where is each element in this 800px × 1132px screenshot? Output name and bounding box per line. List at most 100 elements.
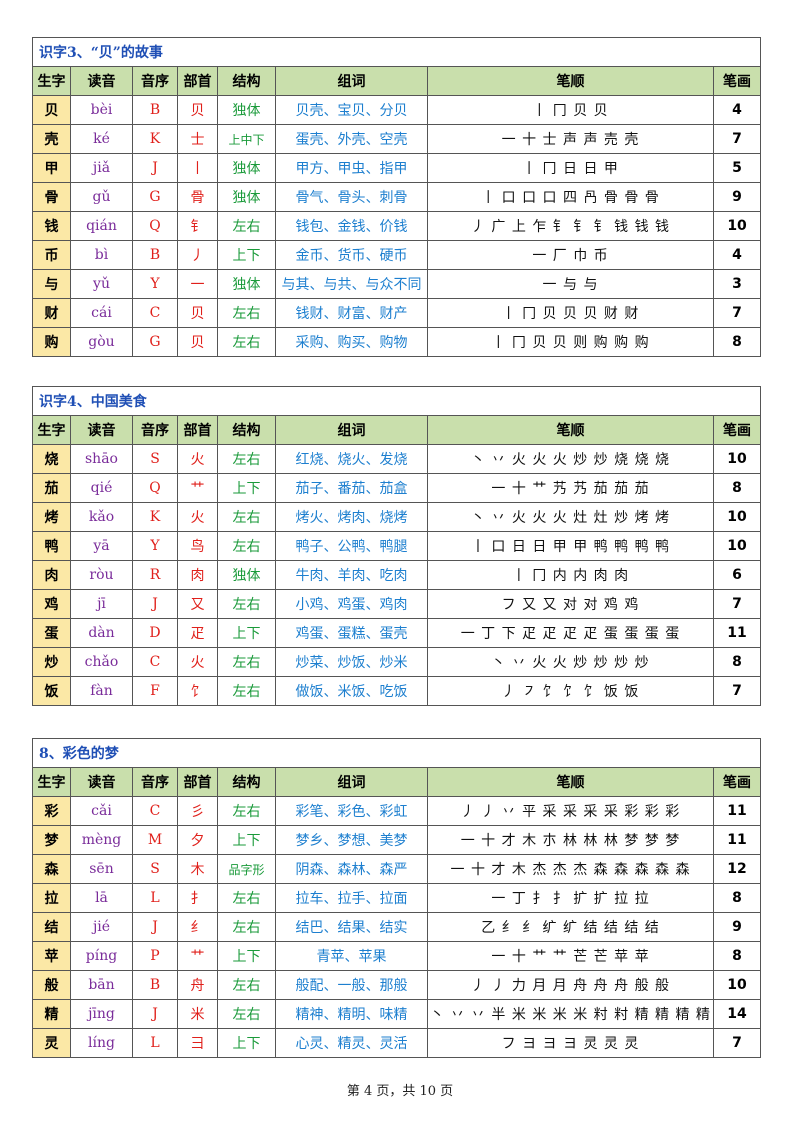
letter-cell: K [132, 502, 178, 532]
letter-cell: G [132, 182, 178, 212]
header-count: 笔画 [712, 66, 762, 96]
table-row: 蛋 dàn D 疋上下 鸡蛋、蛋糕、蛋壳一 丁 下 疋 疋 疋 疋 蛋 蛋 蛋 蛋 11 [32, 618, 761, 648]
radical-cell: 丿 [177, 240, 218, 270]
radical-cell: 肉 [177, 560, 218, 590]
header-char: 生字 [32, 767, 71, 797]
char-cell: 壳 [32, 124, 71, 154]
stroke-count-cell: 11 [713, 618, 761, 648]
header-words: 组词 [275, 415, 428, 445]
structure-cell: 左右 [217, 676, 276, 706]
words-cell: 做饭、米饭、吃饭 [275, 676, 428, 706]
header-row: 生字 读音 音序 部首 结构 组词 笔顺 笔画 [32, 415, 761, 445]
radical-cell: 骨 [177, 182, 218, 212]
char-cell: 鸡 [32, 589, 71, 619]
char-cell: 烤 [32, 502, 71, 532]
words-cell: 烤火、烤肉、烧烤 [275, 502, 428, 532]
words-cell: 红烧、烧火、发烧 [275, 444, 428, 474]
stroke-order-cell: 一 厂 巾 币 [427, 240, 714, 270]
stroke-count-cell: 11 [713, 796, 761, 826]
radical-cell: 木 [177, 854, 218, 884]
words-cell: 与其、与共、与众不同 [275, 269, 428, 299]
header-words: 组词 [275, 66, 428, 96]
pinyin-cell: jiǎ [70, 153, 133, 183]
letter-cell: K [132, 124, 178, 154]
char-cell: 与 [32, 269, 71, 299]
char-cell: 蛋 [32, 618, 71, 648]
radical-cell: 纟 [177, 912, 218, 942]
pinyin-cell: gǔ [70, 182, 133, 212]
char-cell: 彩 [32, 796, 71, 826]
pinyin-cell: dàn [70, 618, 133, 648]
table-row: 森 sēn S 木品字形 阴森、森林、森严一 十 才 木 杰 杰 杰 森 森 森 森 森… [32, 854, 761, 884]
pinyin-cell: qián [70, 211, 133, 241]
pinyin-cell: kǎo [70, 502, 133, 532]
words-cell: 茄子、番茄、茄盒 [275, 473, 428, 503]
pinyin-cell: cǎi [70, 796, 133, 826]
pinyin-cell: bì [70, 240, 133, 270]
words-cell: 阴森、森林、森严 [275, 854, 428, 884]
stroke-count-cell: 8 [712, 327, 762, 357]
section-title: 8、彩色的梦 [32, 738, 761, 768]
letter-cell: F [132, 676, 178, 706]
structure-cell: 左右 [217, 970, 276, 1000]
radical-cell: 丨 [177, 153, 218, 183]
letter-cell: Q [132, 211, 178, 241]
char-cell: 般 [32, 970, 71, 1000]
char-cell: 钱 [32, 211, 71, 241]
structure-cell: 左右 [217, 883, 276, 913]
words-cell: 般配、一般、那般 [275, 970, 428, 1000]
structure-cell: 独体 [217, 95, 276, 125]
pinyin-cell: gòu [70, 327, 133, 357]
stroke-order-cell: 丶 丷 火 火 炒 炒 炒 炒 [427, 647, 714, 677]
pinyin-cell: jī [70, 589, 133, 619]
char-cell: 森 [32, 854, 71, 884]
words-cell: 心灵、精灵、灵活 [275, 1028, 428, 1058]
words-cell: 甲方、甲虫、指甲 [275, 153, 428, 183]
radical-cell: 鸟 [177, 531, 218, 561]
stroke-order-cell: 一 十 艹 艿 艿 茄 茄 茄 [427, 473, 714, 503]
structure-cell: 独体 [217, 269, 276, 299]
stroke-count-cell: 8 [713, 647, 761, 677]
table-row: 钱 qián Q 钅左右 钱包、金钱、价钱丿 广 上 乍 钅 钅 钅 钱 钱 钱 10 [32, 211, 762, 241]
letter-cell: D [132, 618, 178, 648]
stroke-count-cell: 7 [713, 589, 761, 619]
stroke-count-cell: 7 [713, 1028, 761, 1058]
lesson-table: 8、彩色的梦 生字 读音 音序 部首 结构 组词 笔顺 笔画 彩 cǎi C 彡左右彩… [32, 738, 761, 1058]
header-pinyin: 读音 [70, 66, 133, 96]
letter-cell: C [132, 298, 178, 328]
structure-cell: 独体 [217, 560, 276, 590]
stroke-order-cell: 丨 冂 贝 贝 [427, 95, 714, 125]
char-cell: 烧 [32, 444, 71, 474]
header-words: 组词 [275, 767, 428, 797]
header-letter: 音序 [132, 415, 178, 445]
radical-cell: 彐 [177, 1028, 218, 1058]
radical-cell: 扌 [177, 883, 218, 913]
letter-cell: J [132, 153, 178, 183]
lesson-table: 识字4、中国美食 生字 读音 音序 部首 结构 组词 笔顺 笔画 烧 shāo S 火… [32, 386, 761, 706]
header-count: 笔画 [713, 415, 761, 445]
stroke-count-cell: 10 [713, 970, 761, 1000]
char-cell: 灵 [32, 1028, 71, 1058]
stroke-count-cell: 12 [713, 854, 761, 884]
stroke-count-cell: 9 [713, 912, 761, 942]
letter-cell: B [132, 95, 178, 125]
letter-cell: M [132, 825, 178, 855]
char-cell: 苹 [32, 941, 71, 971]
stroke-count-cell: 7 [712, 298, 762, 328]
words-cell: 青苹、苹果 [275, 941, 428, 971]
letter-cell: J [132, 999, 178, 1029]
char-cell: 肉 [32, 560, 71, 590]
page-footer: 第 4 页，共 10 页 [346, 1084, 454, 1099]
structure-cell: 左右 [217, 589, 276, 619]
header-char: 生字 [32, 66, 71, 96]
stroke-count-cell: 10 [713, 531, 761, 561]
stroke-order-cell: 丿 ㇇ 饣 饣 饣 饭 饭 [427, 676, 714, 706]
structure-cell: 上中下 [217, 124, 276, 154]
words-cell: 精神、精明、味精 [275, 999, 428, 1029]
words-cell: 彩笔、彩色、彩虹 [275, 796, 428, 826]
char-cell: 饭 [32, 676, 71, 706]
